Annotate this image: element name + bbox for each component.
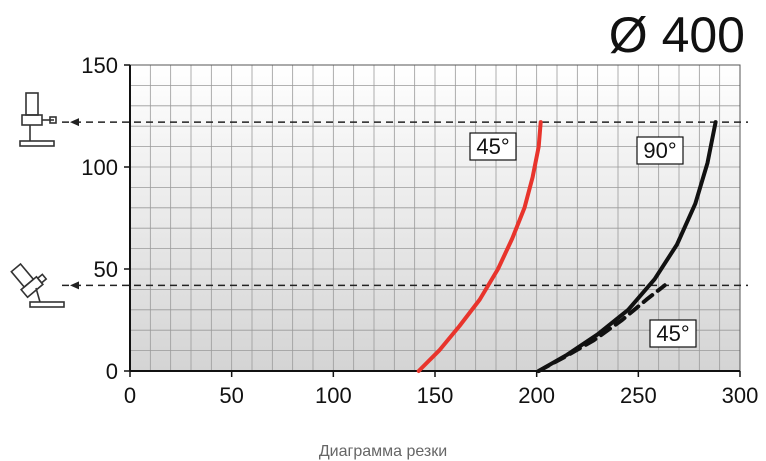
y-tick-label: 150 [81,53,118,78]
y-axis-ticks: 0 50 100 150 [81,53,130,384]
series-line [536,283,667,373]
series-group [416,120,718,373]
x-tick-label: 300 [722,383,759,408]
chart-title: Ø 400 [609,7,745,63]
series-label: 45° [656,321,689,346]
x-tick-label: 200 [518,383,555,408]
x-tick-label: 50 [219,383,243,408]
vertical-saw-head-icon [19,92,57,147]
chart-caption: Диаграмма резки [319,443,447,460]
series-label: 45° [476,134,509,159]
series-label-box [636,136,684,165]
series-label-box [469,132,517,161]
y-tick-label: 0 [106,359,118,384]
reference-arrow [70,281,79,290]
reference-arrow [70,118,79,127]
series-label: 90° [643,138,676,163]
series-labels: 45° 90° 45° [469,132,697,348]
x-axis-ticks: 0 50 100 150 200 250 300 [124,371,758,408]
y-tick-label: 100 [81,155,118,180]
y-tick-label: 50 [94,257,118,282]
x-tick-label: 150 [417,383,454,408]
reference-lines [62,118,748,290]
series-line [416,120,543,373]
x-tick-label: 250 [620,383,657,408]
tilted-saw-head-icon [10,262,65,308]
x-tick-label: 0 [124,383,136,408]
series-label-box [649,319,697,348]
x-tick-label: 100 [315,383,352,408]
grid [129,64,741,372]
